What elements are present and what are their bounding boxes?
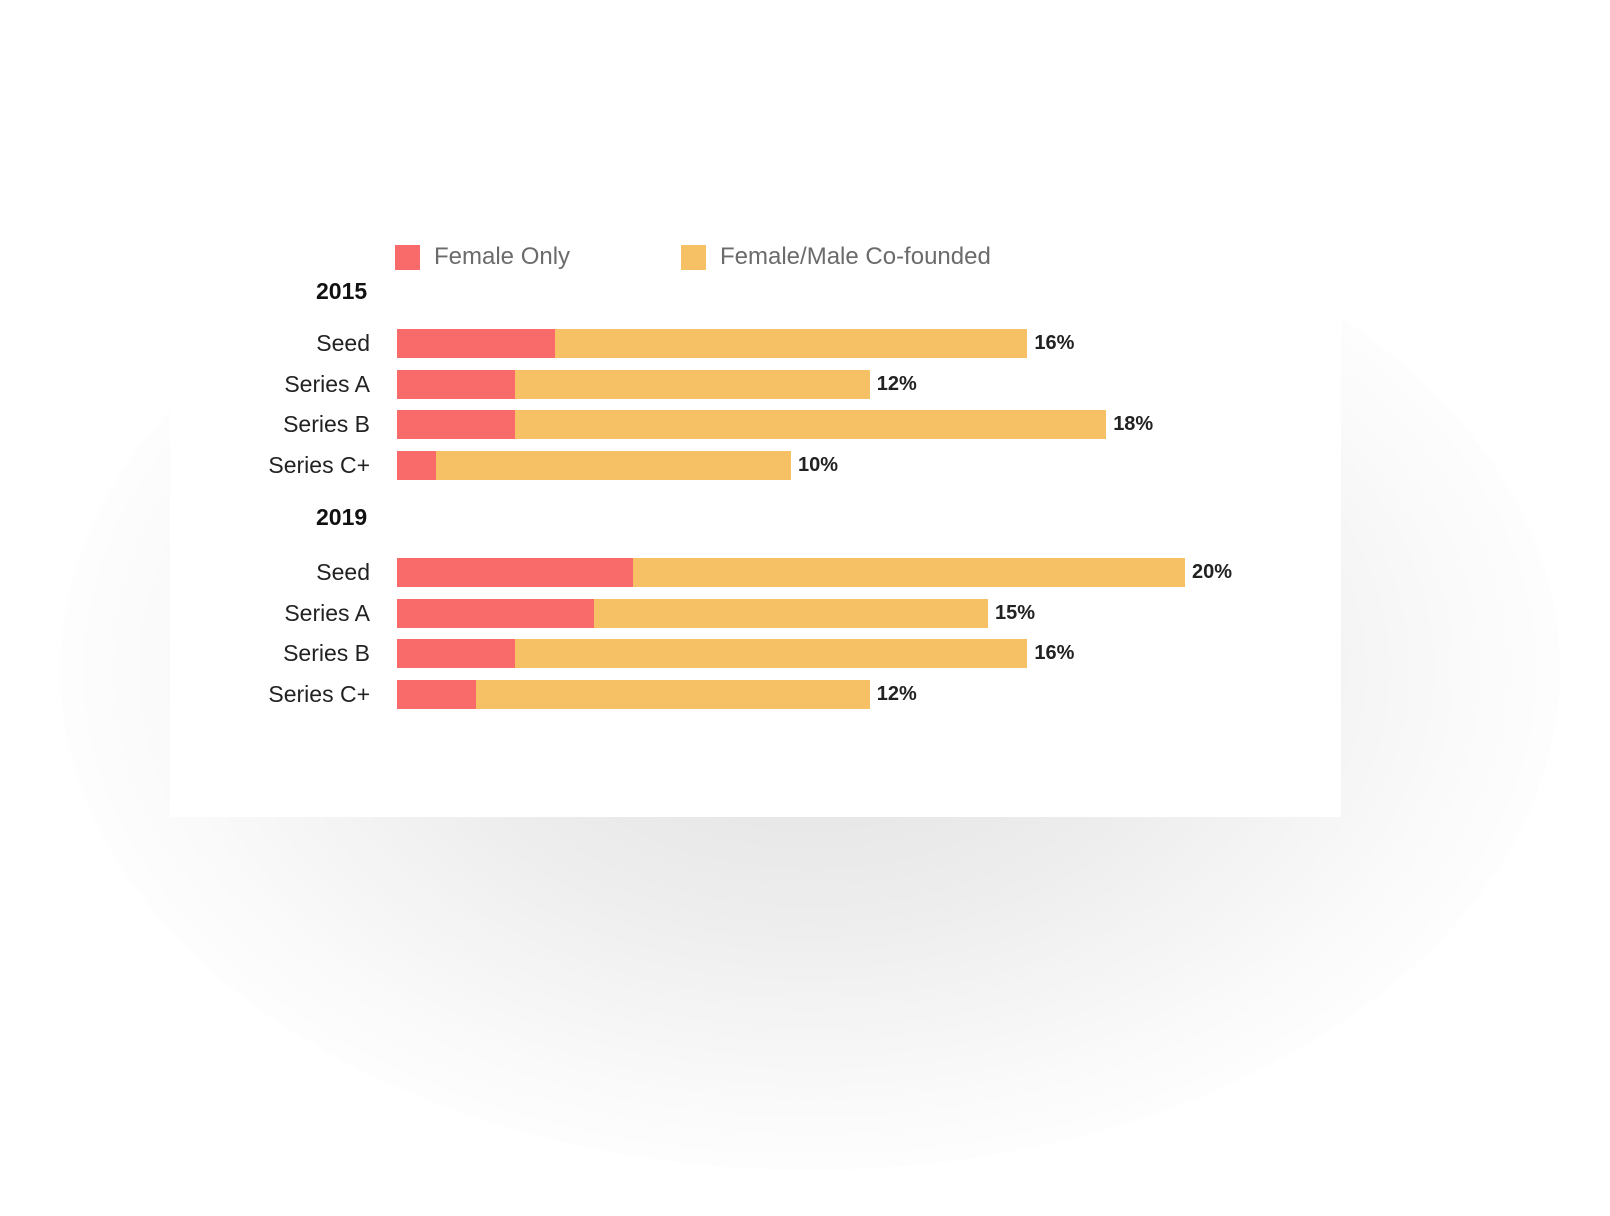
category-label-2015-series-b: Series B (283, 411, 370, 437)
value-label-2015-series-b: 18% (1113, 413, 1154, 435)
bar-female-only-2015-series-a (397, 370, 516, 399)
value-label-2019-series-b: 16% (1034, 642, 1075, 664)
category-label-2019-series-c: Series C+ (268, 681, 370, 707)
category-label-2015-seed: Seed (316, 330, 370, 356)
category-label-2015-series-c: Series C+ (268, 452, 370, 478)
bar-female-only-2015-seed (397, 329, 555, 358)
bar-female-only-2015-series-c (397, 451, 437, 480)
bar-co-founded-2015-series-a (515, 370, 870, 399)
value-label-2019-seed: 20% (1192, 561, 1233, 583)
bar-co-founded-2019-series-a (594, 599, 988, 628)
bar-female-only-2019-series-a (397, 599, 594, 628)
group-label-2019: 2019 (316, 504, 368, 530)
value-label-2015-series-c: 10% (798, 454, 839, 476)
legend-label-female-only: Female Only (434, 243, 571, 270)
category-label-2015-series-a: Series A (284, 371, 370, 397)
bar-co-founded-2015-series-c (436, 451, 791, 480)
value-label-2015-seed: 16% (1034, 332, 1075, 354)
chart-card: Female Only Female/Male Co-founded 2015 … (170, 137, 1341, 817)
category-label-2019-series-b: Series B (283, 640, 370, 666)
legend-label-co-founded: Female/Male Co-founded (720, 243, 991, 270)
category-label-2019-seed: Seed (316, 559, 370, 585)
legend-swatch-co-founded (681, 244, 706, 270)
category-label-2019-series-a: Series A (284, 600, 370, 626)
bar-co-founded-2019-series-b (515, 639, 1028, 668)
group-label-2015: 2015 (316, 278, 368, 304)
legend-item-co-founded: Female/Male Co-founded (681, 243, 991, 271)
bar-female-only-2015-series-b (397, 410, 516, 439)
bar-co-founded-2019-series-c (475, 680, 870, 709)
bar-female-only-2019-seed (397, 558, 634, 587)
bar-co-founded-2015-series-b (515, 410, 1107, 439)
bar-co-founded-2015-seed (554, 329, 1028, 358)
legend-swatch-female-only (395, 244, 420, 270)
legend-item-female-only: Female Only (395, 243, 570, 271)
value-label-2019-series-a: 15% (995, 602, 1036, 624)
value-label-2015-series-a: 12% (876, 373, 917, 395)
value-label-2019-series-c: 12% (876, 683, 917, 705)
bar-female-only-2019-series-c (397, 680, 476, 709)
bar-female-only-2019-series-b (397, 639, 516, 668)
bar-co-founded-2019-seed (633, 558, 1185, 587)
